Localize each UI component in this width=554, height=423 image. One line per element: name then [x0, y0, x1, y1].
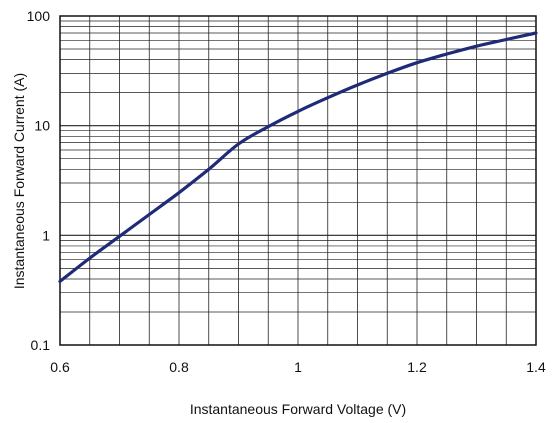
x-tick-label: 1.2: [407, 359, 427, 375]
x-tick-labels: 0.6 0.8 1 1.2 1.4: [50, 359, 546, 375]
series-line: [58, 31, 538, 283]
plot-frame: [59, 15, 537, 346]
y-tick-label: 100: [27, 8, 51, 24]
grid: [60, 16, 536, 345]
x-tick-label: 0.8: [169, 359, 189, 375]
x-tick-label: 0.6: [50, 359, 70, 375]
y-axis-label: Instantaneous Forward Current (A): [11, 73, 27, 289]
x-tick-label: 1.4: [526, 359, 546, 375]
y-tick-label: 0.1: [31, 337, 51, 353]
x-tick-label: 1: [294, 359, 302, 375]
y-tick-label: 10: [34, 118, 50, 134]
x-axis-label: Instantaneous Forward Voltage (V): [190, 401, 406, 417]
y-tick-label: 1: [42, 227, 50, 243]
y-tick-labels: 0.1 1 10 100: [27, 8, 51, 353]
